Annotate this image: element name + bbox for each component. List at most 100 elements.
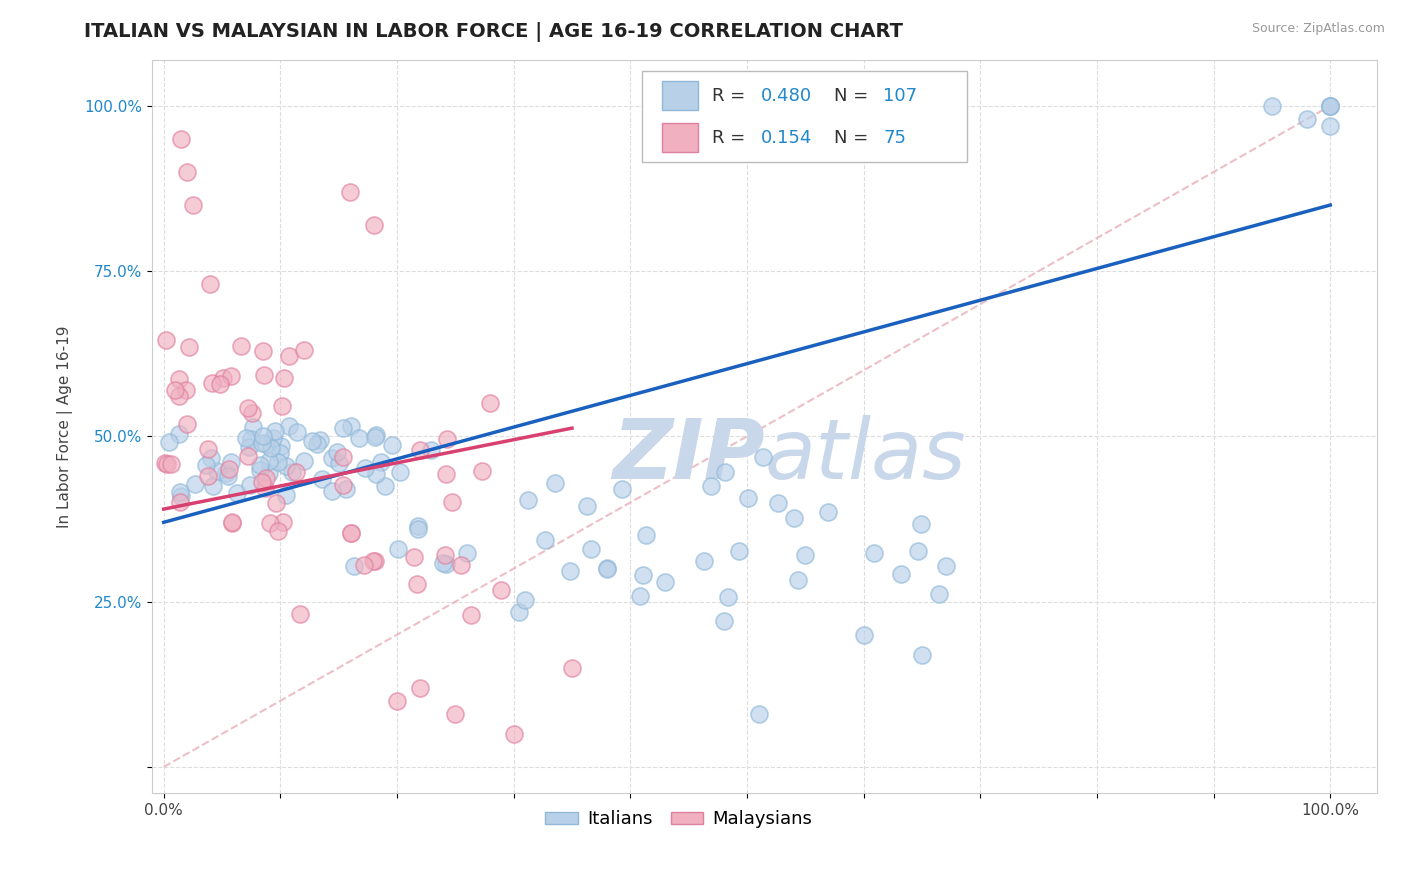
- Point: [160, 458, 183, 472]
- Point: [332, 477, 354, 491]
- Point: [169, 495, 191, 509]
- Point: [174, 383, 197, 397]
- Point: [236, 401, 259, 416]
- Text: N =: N =: [834, 87, 869, 104]
- Point: [862, 546, 884, 560]
- Point: [363, 218, 385, 232]
- Point: [264, 425, 287, 439]
- Point: [259, 516, 281, 530]
- Point: [165, 383, 187, 397]
- Point: [928, 587, 950, 601]
- Point: [516, 493, 538, 508]
- Point: [544, 476, 567, 491]
- Point: [219, 454, 242, 468]
- Point: [332, 450, 354, 464]
- Point: [211, 370, 233, 384]
- Point: [612, 483, 634, 497]
- Point: [1319, 119, 1341, 133]
- Point: [271, 515, 294, 529]
- Point: [252, 429, 274, 443]
- Point: [264, 496, 287, 510]
- Text: R =: R =: [711, 87, 745, 104]
- Point: [239, 478, 262, 492]
- Point: [766, 496, 789, 510]
- Point: [253, 368, 276, 382]
- Point: [890, 566, 912, 581]
- Point: [370, 455, 392, 469]
- Point: [307, 436, 329, 450]
- Point: [714, 466, 737, 480]
- Point: [347, 431, 370, 445]
- Text: ZIP: ZIP: [612, 416, 765, 496]
- Point: [169, 485, 191, 500]
- Text: 0.480: 0.480: [761, 87, 811, 104]
- Point: [226, 486, 249, 500]
- Text: Source: ZipAtlas.com: Source: ZipAtlas.com: [1251, 22, 1385, 36]
- Point: [238, 440, 260, 454]
- Point: [558, 565, 581, 579]
- Point: [699, 479, 721, 493]
- Point: [852, 628, 875, 642]
- Point: [239, 432, 262, 446]
- Point: [533, 533, 555, 547]
- Point: [176, 165, 198, 179]
- Point: [381, 438, 404, 452]
- Point: [513, 593, 536, 607]
- Point: [201, 376, 224, 390]
- Point: [406, 522, 429, 536]
- Point: [197, 442, 219, 456]
- Point: [343, 558, 366, 573]
- Point: [257, 467, 280, 481]
- FancyBboxPatch shape: [662, 123, 699, 152]
- Point: [1319, 99, 1341, 113]
- Point: [284, 465, 307, 479]
- Point: [181, 198, 204, 212]
- Point: [217, 468, 239, 483]
- Point: [727, 544, 749, 558]
- Point: [249, 458, 271, 473]
- Point: [235, 431, 257, 445]
- Point: [240, 406, 263, 420]
- Point: [737, 491, 759, 506]
- Point: [692, 554, 714, 568]
- Point: [581, 541, 603, 556]
- Text: 0.154: 0.154: [761, 129, 813, 147]
- Point: [167, 372, 190, 386]
- Point: [364, 430, 387, 444]
- Point: [489, 582, 512, 597]
- Point: [184, 476, 207, 491]
- Point: [479, 396, 502, 410]
- Point: [436, 432, 458, 446]
- Point: [436, 467, 458, 481]
- Point: [242, 420, 264, 434]
- Point: [911, 648, 934, 662]
- Point: [271, 399, 294, 413]
- Point: [197, 469, 219, 483]
- Point: [353, 461, 375, 475]
- Point: [444, 706, 467, 721]
- Point: [434, 558, 457, 572]
- Point: [301, 434, 323, 448]
- Point: [308, 433, 330, 447]
- Point: [910, 516, 932, 531]
- Point: [1296, 112, 1319, 127]
- Point: [208, 376, 231, 391]
- Point: [364, 467, 387, 481]
- Point: [450, 558, 472, 572]
- Point: [364, 554, 387, 568]
- Point: [432, 556, 454, 570]
- Point: [267, 524, 290, 539]
- Point: [252, 436, 274, 450]
- FancyBboxPatch shape: [662, 81, 699, 111]
- Point: [218, 461, 240, 475]
- Point: [221, 516, 243, 530]
- Point: [170, 489, 193, 503]
- Point: [207, 464, 229, 478]
- Text: ITALIAN VS MALAYSIAN IN LABOR FORCE | AGE 16-19 CORRELATION CHART: ITALIAN VS MALAYSIAN IN LABOR FORCE | AG…: [84, 22, 904, 42]
- Point: [254, 471, 277, 485]
- Point: [340, 526, 363, 541]
- Point: [202, 479, 225, 493]
- Point: [285, 425, 308, 440]
- Point: [596, 561, 619, 575]
- Point: [340, 418, 363, 433]
